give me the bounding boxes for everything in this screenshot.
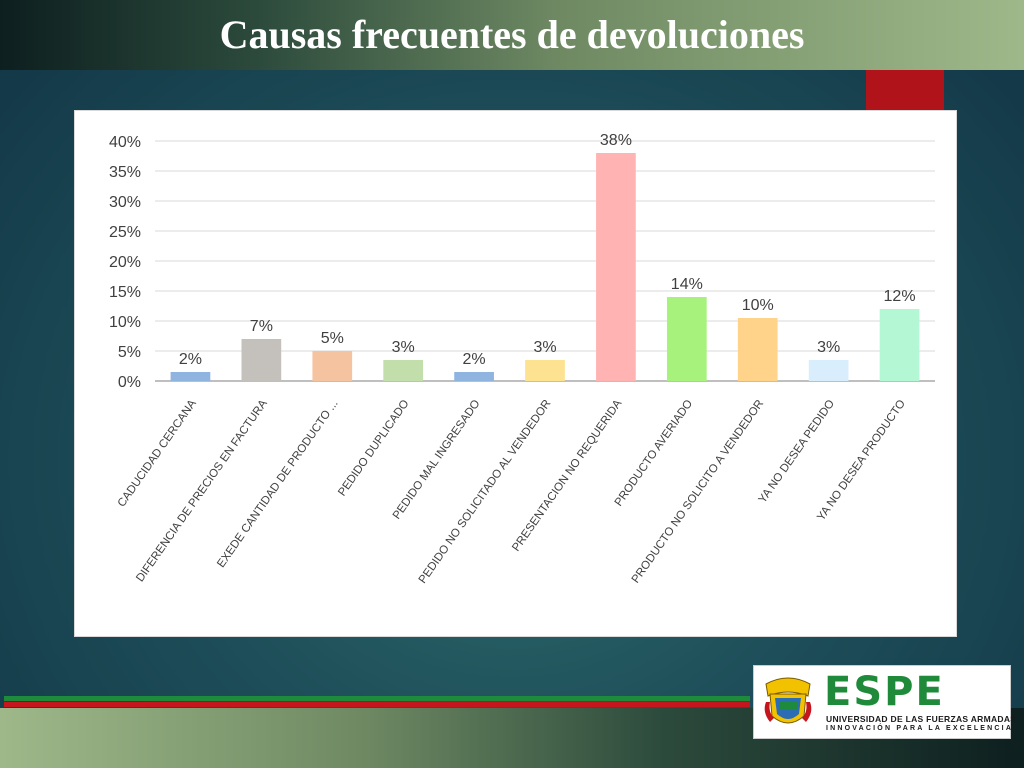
category-label: PEDIDO NO SOLICITADO AL VENDEDOR (417, 398, 554, 586)
category-label: YA NO DESEA PRODUCTO (815, 398, 908, 523)
y-tick-label: 40% (109, 134, 141, 151)
bar (737, 318, 778, 381)
bar (879, 309, 920, 381)
category-label: DIFERENCIA DE PRECIOS EN FACTURA (134, 398, 270, 585)
data-label: 2% (179, 351, 202, 368)
footer-green-stripe (4, 696, 750, 701)
espe-logo: ESPE UNIVERSIDAD DE LAS FUERZAS ARMADAS … (753, 665, 1016, 739)
bar (170, 372, 211, 381)
data-label: 10% (742, 297, 774, 314)
y-tick-label: 15% (109, 284, 141, 301)
bar (808, 360, 849, 381)
y-tick-label: 35% (109, 164, 141, 181)
logo-wordmark: ESPE (824, 669, 945, 715)
data-label: 7% (250, 318, 273, 335)
y-tick-label: 5% (118, 344, 141, 361)
data-label: 38% (600, 132, 632, 149)
crest-icon (764, 677, 812, 724)
y-tick-label: 20% (109, 254, 141, 271)
category-label: PRODUCTO NO SOLICITO A VENDEDOR (630, 398, 766, 586)
bar (241, 339, 282, 381)
category-label: PRODUCTO AVERIADO (613, 398, 696, 509)
y-tick-label: 30% (109, 194, 141, 211)
data-label: 3% (817, 339, 840, 356)
data-label: 2% (463, 351, 486, 368)
y-tick-label: 0% (118, 374, 141, 391)
logo-university-name: UNIVERSIDAD DE LAS FUERZAS ARMADAS (826, 714, 1017, 724)
data-label: 14% (671, 276, 703, 293)
red-accent-tab (866, 70, 944, 110)
y-tick-label: 25% (109, 224, 141, 241)
slide-title: Causas frecuentes de devoluciones (219, 12, 805, 57)
bar (312, 351, 353, 381)
data-label: 5% (321, 330, 344, 347)
logo-motto: INNOVACIÓN PARA LA EXCELENCIA (826, 725, 1014, 732)
category-label: CADUCIDAD CERCANA (116, 398, 199, 510)
category-label: YA NO DESEA PEDIDO (757, 398, 837, 506)
footer-red-stripe (4, 702, 750, 707)
data-label: 12% (884, 288, 916, 305)
bar-chart: 0% 5% 10% 15% 20% 25% 30% 35% 40% 2% CADUCIDAD CER… (109, 132, 935, 586)
title-bar (0, 0, 1024, 70)
data-label: 3% (533, 339, 556, 356)
category-label: EXEDE CANTIDAD DE PRODUCTO ... (215, 398, 341, 570)
bar (596, 153, 636, 381)
y-tick-label: 10% (109, 314, 141, 331)
chart-panel: 0% 5% 10% 15% 20% 25% 30% 35% 40% 2% CADUCIDAD CER… (74, 110, 957, 637)
bar (454, 372, 494, 381)
category-label: PEDIDO DUPLICADO (336, 398, 411, 499)
data-label: 3% (392, 339, 415, 356)
bar (666, 297, 707, 381)
bar (525, 360, 565, 381)
bar (383, 360, 424, 381)
